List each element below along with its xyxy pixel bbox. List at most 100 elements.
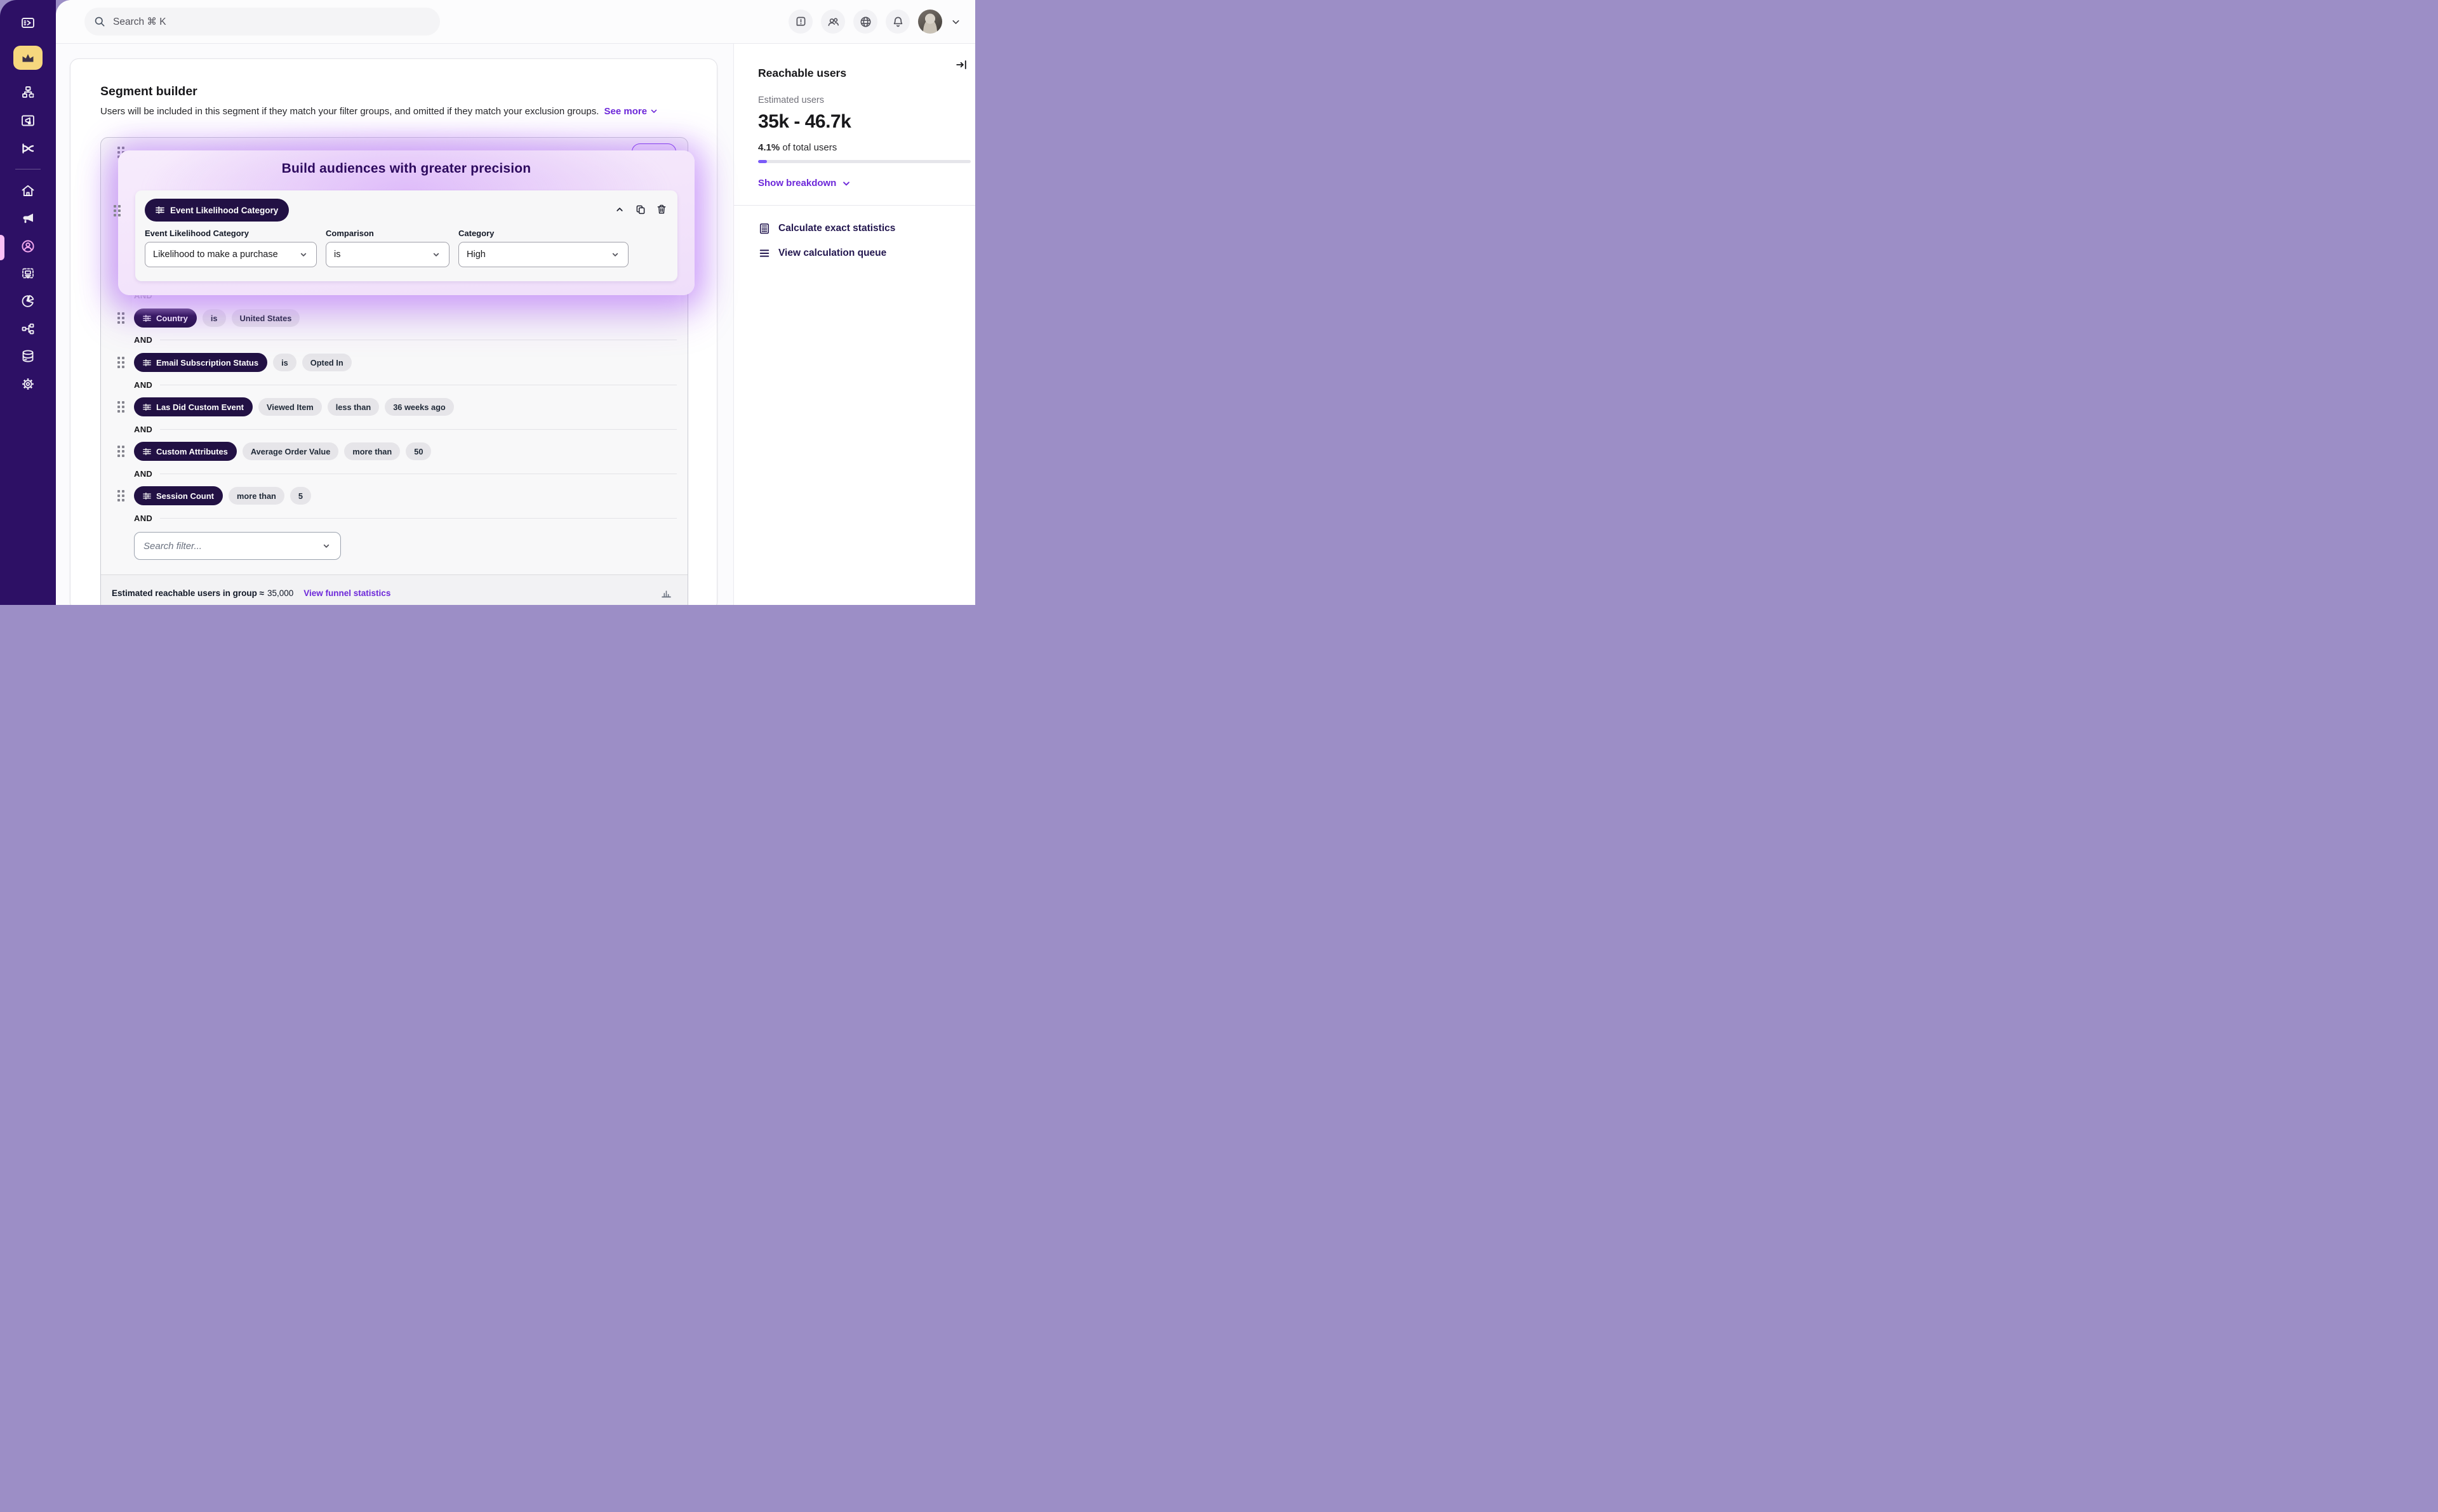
- field-label: Event Likelihood Category: [145, 229, 249, 238]
- filter-operator-pill[interactable]: less than: [327, 398, 380, 416]
- sidebar-item-analytics[interactable]: [20, 293, 36, 308]
- field-event-likelihood: Event Likelihood Category Likelihood to …: [145, 229, 317, 267]
- and-separator: AND: [134, 379, 677, 390]
- sidebar-item-home[interactable]: [20, 183, 36, 199]
- funnel-chart-button[interactable]: [660, 587, 672, 599]
- search-filter-placeholder: Search filter...: [143, 540, 202, 552]
- reachable-users-panel: Reachable users Estimated users 35k - 46…: [733, 44, 975, 605]
- filter-row-custom-event: Las Did Custom Event Viewed Item less th…: [117, 397, 677, 416]
- drag-handle[interactable]: [117, 401, 124, 413]
- sliders-icon: [143, 448, 151, 455]
- shuffle-icon: [22, 143, 34, 154]
- drag-handle[interactable]: [117, 357, 124, 368]
- search-filter-select[interactable]: Search filter...: [134, 532, 341, 560]
- filter-value-pill[interactable]: 50: [406, 442, 432, 460]
- filter-value-pill[interactable]: 5: [290, 487, 312, 505]
- alert-icon: [796, 17, 805, 26]
- calculator-icon: [759, 223, 769, 234]
- bar-chart-icon: [662, 590, 671, 597]
- sidebar-item-canvas[interactable]: [20, 266, 36, 281]
- sidebar-item-audience[interactable]: [20, 239, 36, 254]
- popup-fields: Event Likelihood Category Likelihood to …: [145, 229, 629, 267]
- sidebar-item-console[interactable]: [20, 15, 36, 30]
- crown-icon: [22, 54, 34, 62]
- filter-value-pill[interactable]: Opted In: [302, 354, 352, 371]
- sliders-icon: [143, 492, 151, 500]
- promo-popup: Build audiences with greater precision E…: [118, 150, 695, 295]
- search-icon: [95, 17, 105, 27]
- show-breakdown-link[interactable]: Show breakdown: [758, 178, 951, 189]
- popup-row-actions: [614, 204, 667, 215]
- sidebar-item-brand[interactable]: [13, 46, 43, 70]
- chevron-down-icon: [612, 253, 618, 256]
- filter-field-pill[interactable]: Country: [134, 308, 197, 328]
- filter-value-pill[interactable]: 36 weeks ago: [385, 398, 454, 416]
- estimate-label: Estimated reachable users in group ≈: [112, 588, 264, 598]
- filter-field-pill[interactable]: Email Subscription Status: [134, 353, 268, 372]
- filter-operator-pill[interactable]: more than: [344, 442, 401, 460]
- description-text: Users will be included in this segment i…: [100, 106, 599, 117]
- field-category: Category High: [458, 229, 629, 267]
- teams-button[interactable]: [821, 10, 845, 34]
- sidebar-item-flows[interactable]: [20, 321, 36, 336]
- topbar: Search ⌘ K: [56, 0, 975, 44]
- popup-filter-card: Event Likelihood Category Event Likeliho…: [135, 190, 677, 281]
- see-more-link[interactable]: See more: [604, 106, 659, 117]
- filter-value-pill[interactable]: United States: [231, 309, 300, 327]
- sidebar: [0, 0, 56, 605]
- and-separator: AND: [134, 512, 677, 524]
- collapse-row-button[interactable]: [614, 204, 625, 215]
- global-search-input[interactable]: Search ⌘ K: [84, 8, 440, 36]
- progress-fill: [758, 160, 767, 163]
- app-root: Search ⌘ K: [0, 0, 975, 605]
- filter-operator-pill[interactable]: more than: [229, 487, 284, 505]
- sidebar-item-data[interactable]: [20, 348, 36, 364]
- main-window: Search ⌘ K: [56, 0, 975, 605]
- alerts-button[interactable]: [789, 10, 813, 34]
- panel-actions: Calculate exact statistics View calculat…: [758, 222, 951, 260]
- total-users-progress: [758, 160, 971, 163]
- collapse-panel-icon: [956, 60, 966, 69]
- sliders-icon: [143, 314, 151, 322]
- filter-field-pill[interactable]: Session Count: [134, 486, 223, 505]
- drag-handle[interactable]: [114, 205, 121, 216]
- collapse-panel-button[interactable]: [955, 58, 969, 72]
- user-avatar[interactable]: [918, 10, 942, 34]
- chevron-down-icon: [843, 181, 850, 185]
- filter-value-pill[interactable]: Average Order Value: [242, 442, 339, 460]
- panel-divider: [734, 205, 975, 206]
- chevron-down-icon: [433, 253, 439, 256]
- filter-field-pill[interactable]: Event Likelihood Category: [145, 199, 290, 222]
- duplicate-button[interactable]: [635, 204, 646, 215]
- drag-handle[interactable]: [117, 490, 124, 501]
- view-calculation-queue-button[interactable]: View calculation queue: [758, 247, 951, 260]
- funnel-statistics-link[interactable]: View funnel statistics: [303, 588, 391, 598]
- filter-field-pill[interactable]: Custom Attributes: [134, 442, 237, 461]
- filter-value-pill[interactable]: Viewed Item: [258, 398, 322, 416]
- trash-icon: [657, 204, 666, 214]
- filter-field-pill[interactable]: Las Did Custom Event: [134, 397, 253, 416]
- delete-button[interactable]: [656, 204, 667, 215]
- category-select[interactable]: High: [458, 242, 629, 267]
- sidebar-item-journeys[interactable]: [20, 141, 36, 156]
- and-separator: AND: [134, 468, 677, 479]
- sidebar-item-ads[interactable]: [20, 113, 36, 128]
- sidebar-item-settings[interactable]: [20, 376, 36, 392]
- event-likelihood-select[interactable]: Likelihood to make a purchase: [145, 242, 317, 267]
- console-icon: [22, 18, 34, 28]
- calculate-exact-statistics-button[interactable]: Calculate exact statistics: [758, 222, 951, 235]
- chevron-down-icon: [651, 109, 657, 113]
- account-menu-button[interactable]: [950, 17, 961, 27]
- filter-operator-pill[interactable]: is: [202, 309, 226, 327]
- page-title: Segment builder: [100, 84, 197, 98]
- drag-handle[interactable]: [117, 312, 124, 324]
- language-button[interactable]: [853, 10, 877, 34]
- comparison-select[interactable]: is: [326, 242, 450, 267]
- drag-handle[interactable]: [117, 446, 124, 457]
- sidebar-item-campaigns[interactable]: [20, 211, 36, 226]
- notifications-button[interactable]: [886, 10, 910, 34]
- filter-operator-pill[interactable]: is: [273, 354, 296, 371]
- estimated-users-range: 35k - 46.7k: [758, 111, 851, 132]
- audience-icon: [22, 240, 34, 253]
- sidebar-item-orgchart[interactable]: [20, 85, 36, 100]
